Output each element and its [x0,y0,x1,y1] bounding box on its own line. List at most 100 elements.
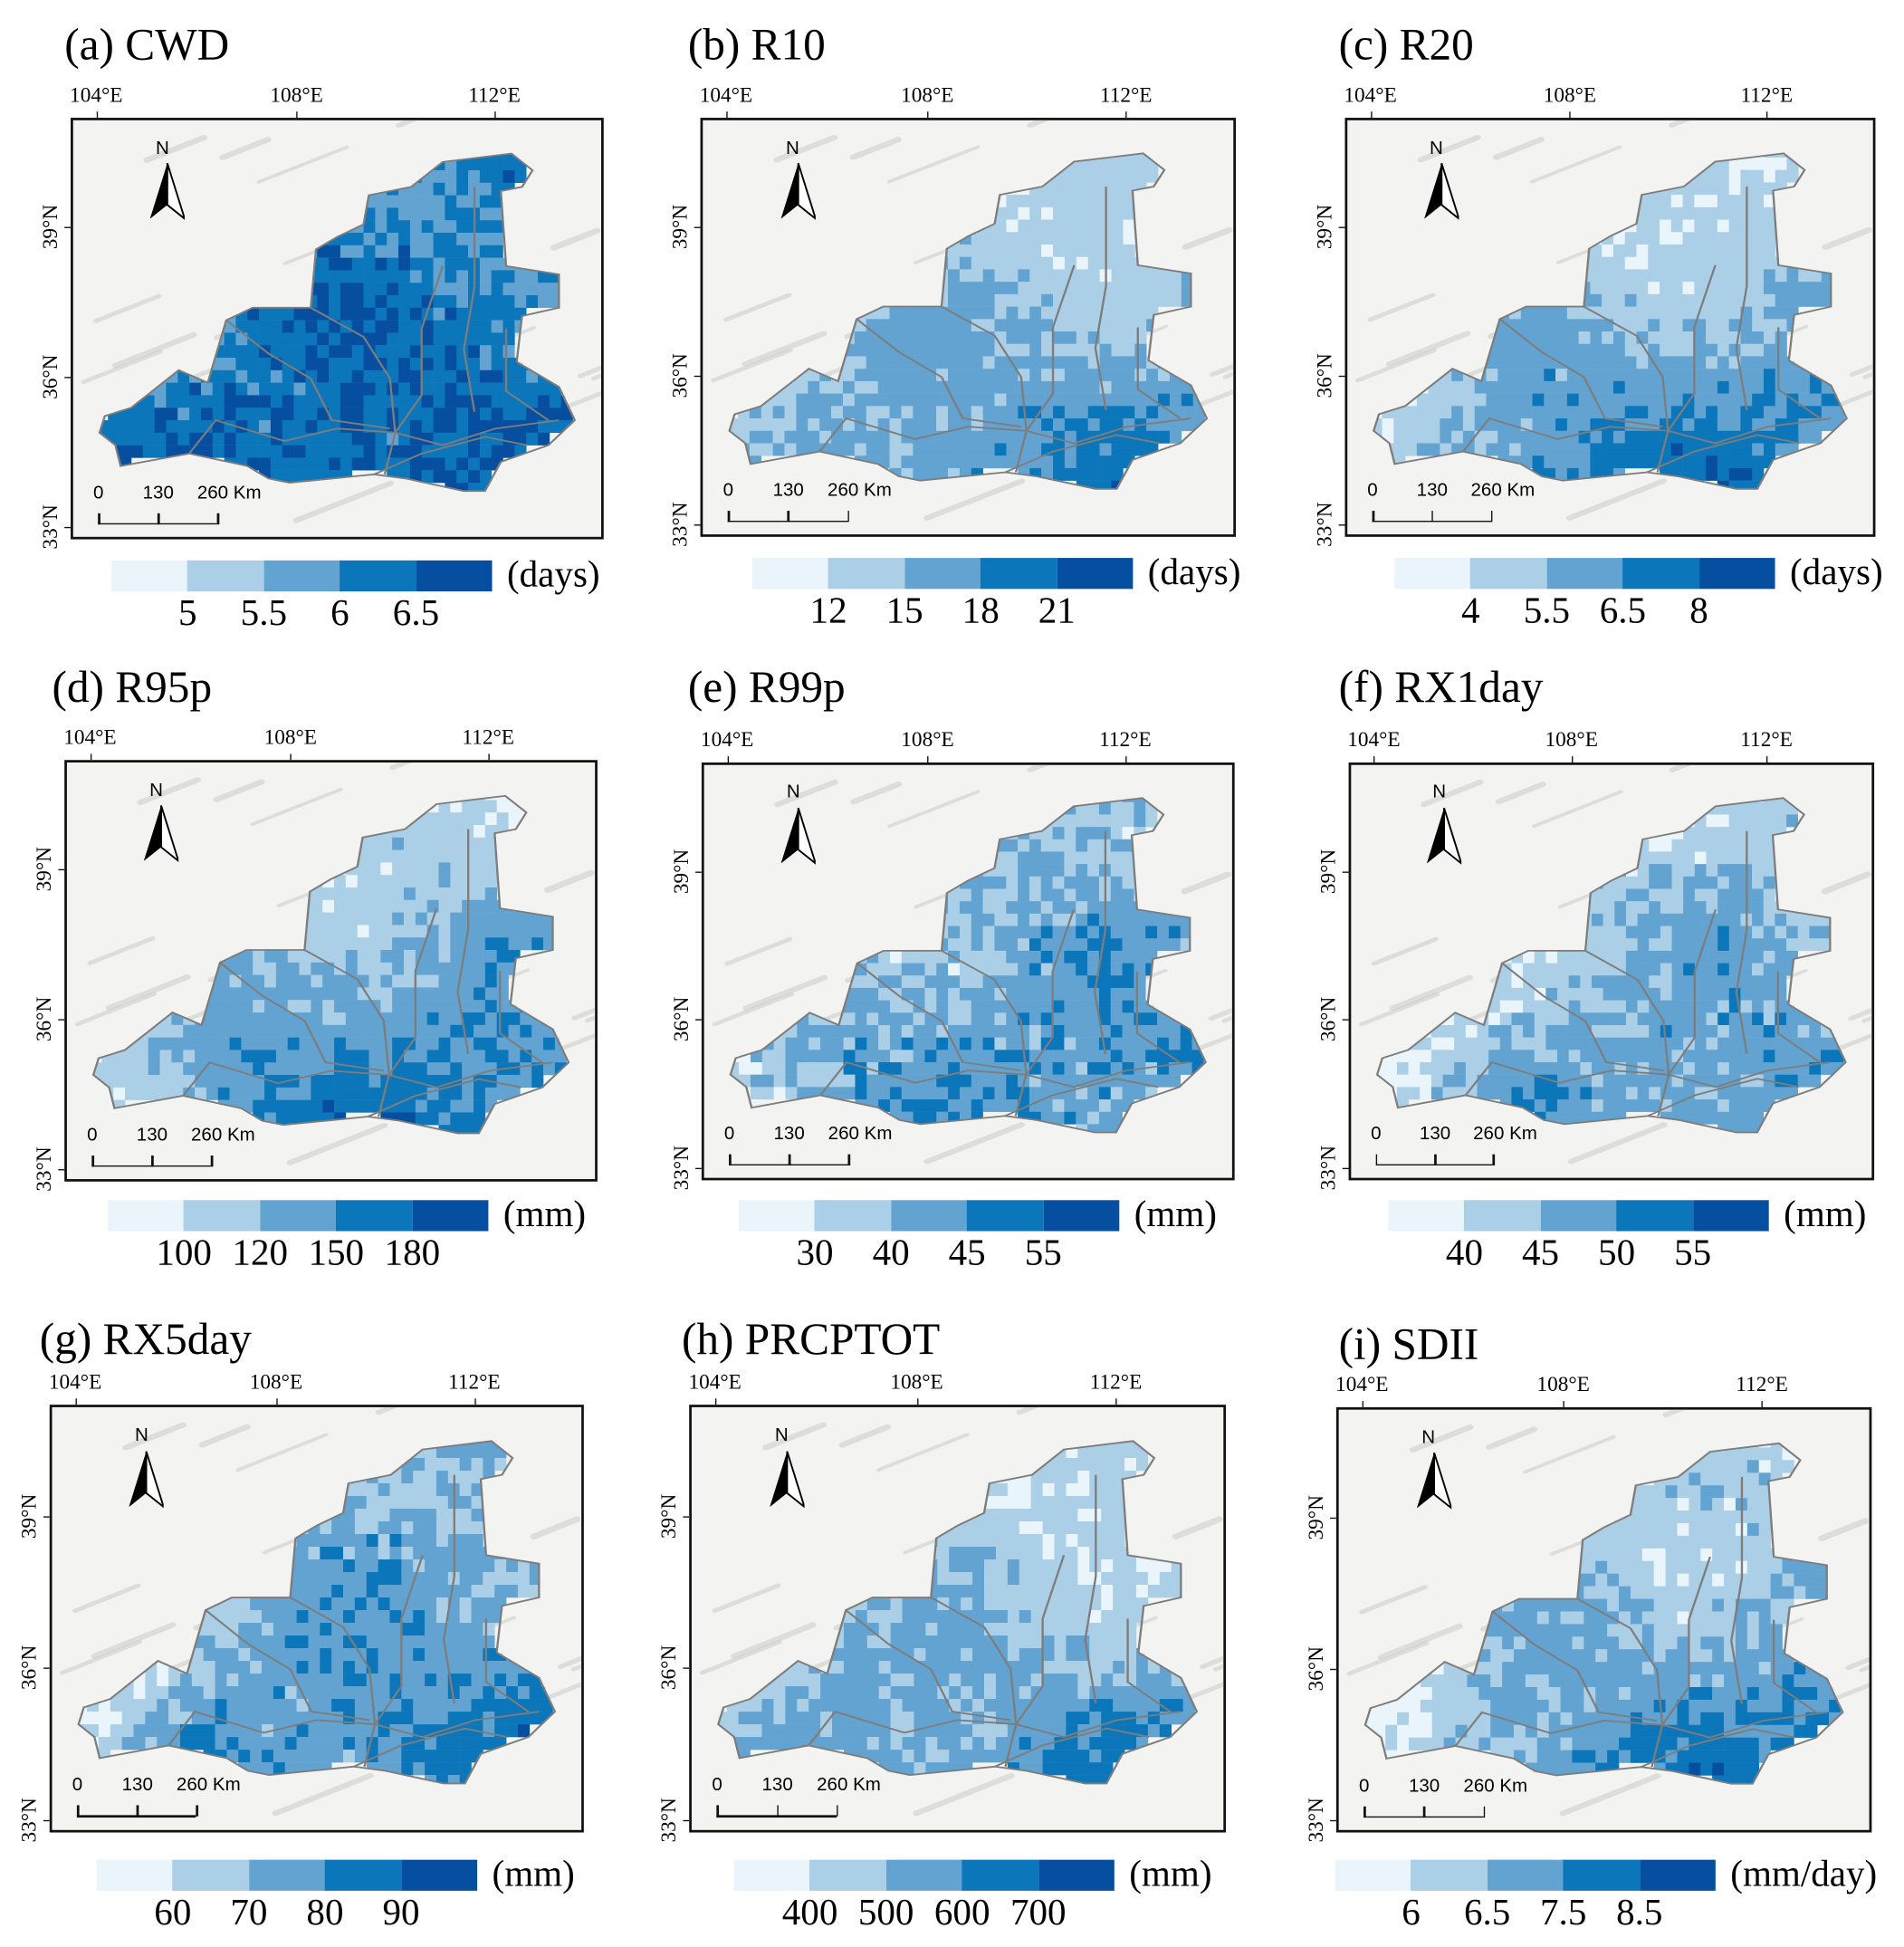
grid-cell [843,381,855,394]
grid-cell [494,1572,506,1585]
grid-cell [320,1559,331,1572]
grid-cell [1158,294,1170,307]
grid-cell [1775,269,1787,282]
grid-cell [543,1038,555,1050]
grid-cell [273,1712,285,1724]
grid-cell [378,1585,390,1597]
grid-cell [346,1088,358,1100]
grid-cell [398,395,410,408]
grid-cell [1099,1087,1111,1099]
grid-cell [1798,257,1810,270]
grid-cell [416,875,427,887]
grid-cell [416,838,427,850]
grid-cell [1752,443,1764,456]
grid-cell [331,1585,343,1597]
grid-cell [1579,406,1591,418]
grid-cell [1752,406,1764,418]
latitude-tick [1343,871,1349,872]
grid-cell [387,308,398,321]
grid-cell [485,963,497,975]
grid-cell [890,394,902,407]
legend-swatch [828,558,905,589]
grid-cell [369,887,381,900]
grid-cell [456,196,468,208]
grid-cell [1477,1038,1488,1050]
grid-cell [1683,1001,1695,1013]
grid-cell [1076,1025,1087,1038]
grid-cell [1649,914,1660,926]
legend-tick-label: 8 [1689,592,1708,629]
grid-cell [1706,369,1717,381]
latitude-tick-label: 33°N [33,1146,57,1191]
grid-cell [1660,307,1671,320]
grid-cell [971,1025,983,1038]
grid-cell [462,975,474,988]
grid-cell [808,394,819,407]
grid-cell [1614,901,1626,914]
grid-cell [177,383,189,396]
grid-cell [226,1648,238,1661]
grid-cell [1006,307,1018,320]
grid-cell [1821,1062,1832,1075]
grid-cell [401,1674,413,1686]
grid-cell [398,332,410,345]
grid-cell [751,1087,762,1099]
grid-cell [819,431,831,444]
grid-cell [271,358,282,370]
grid-cell [1694,468,1706,481]
grid-cell [285,1623,297,1635]
grid-cell [1729,406,1741,418]
grid-cell [346,937,358,950]
grid-cell [1463,431,1475,444]
grid-cell [404,1100,416,1113]
grid-cell [346,1075,358,1088]
grid-cell [439,987,451,1000]
legend-swatch [1394,558,1471,589]
grid-cell [456,370,468,383]
grid-cell [425,1521,436,1534]
grid-cell [1431,1062,1443,1075]
grid-cell [485,887,497,900]
grid-cell [1535,964,1546,976]
grid-cell [1569,1062,1581,1075]
grid-cell [1029,282,1041,294]
grid-cell [1660,381,1671,394]
grid-cell [1087,1050,1099,1062]
grid-cell [1717,269,1729,282]
grid-cell [936,319,948,331]
grid-cell [358,1025,369,1038]
grid-cell [1053,839,1065,852]
latitude-tick-label: 36°N [668,353,693,398]
grid-cell [994,864,1006,877]
grid-cell [460,1534,472,1547]
grid-cell [514,383,526,396]
grid-cell [320,1547,331,1559]
grid-cell [808,1075,820,1088]
grid-cell [1521,319,1533,331]
grid-cell [1752,182,1764,195]
grid-cell [445,183,456,196]
latitude-tick [695,1020,702,1021]
grid-cell [253,1100,264,1113]
grid-cell [924,356,936,369]
grid-cell [1041,257,1053,270]
grid-cell [1740,1001,1752,1013]
grid-cell [352,345,364,358]
grid-cell [1029,988,1041,1001]
grid-cell [1544,456,1555,468]
grid-cell [913,331,924,344]
grid-cell [1822,418,1833,431]
grid-cell [1717,456,1729,468]
grid-cell [398,283,410,295]
grid-cell [143,420,155,433]
grid-cell [1752,195,1764,207]
grid-cell [503,170,515,183]
grid-cell [192,1724,204,1737]
grid-cell [808,1001,820,1013]
grid-cell [948,282,960,294]
grid-cell [1157,1012,1169,1025]
grid-cell [761,406,773,418]
grid-cell [1590,468,1602,481]
grid-cell [1100,170,1112,183]
